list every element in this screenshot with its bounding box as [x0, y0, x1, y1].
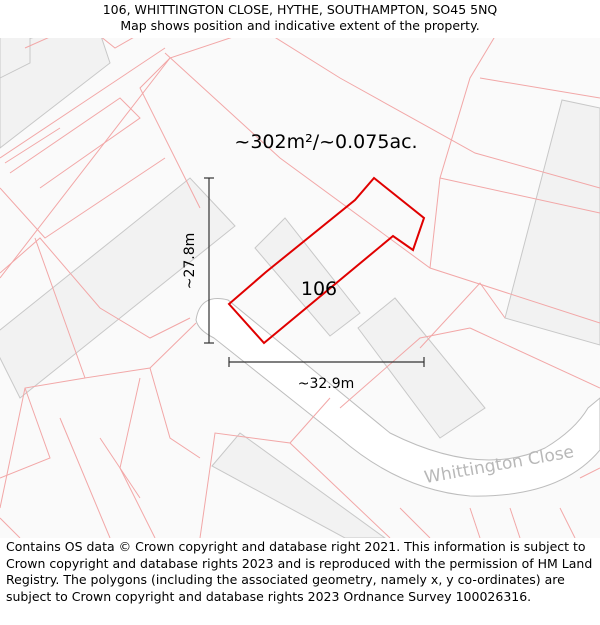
map-subtitle: Map shows position and indicative extent…: [120, 18, 480, 33]
height-label: ~27.8m: [182, 233, 198, 290]
building: [254, 217, 361, 337]
copyright-notice: Contains OS data © Crown copyright and d…: [6, 539, 593, 604]
width-measure: [228, 357, 425, 367]
property-boundary[interactable]: [227, 176, 426, 345]
map-header: 106, WHITTINGTON CLOSE, HYTHE, SOUTHAMPT…: [0, 0, 600, 38]
building: [0, 177, 236, 399]
area-label: ~302m²/~0.075ac.: [234, 131, 417, 153]
map-view[interactable]: ~302m²/~0.075ac. 106 ~27.8m ~32.9m Whitt…: [0, 17, 600, 539]
property-address: 106, WHITTINGTON CLOSE, HYTHE, SOUTHAMPT…: [102, 2, 498, 17]
house-number-label: 106: [301, 278, 337, 300]
building: [357, 297, 486, 439]
map-canvas: ~302m²/~0.075ac. 106 ~27.8m ~32.9m Whitt…: [0, 17, 600, 539]
buildings: [0, 17, 600, 539]
width-label: ~32.9m: [298, 376, 355, 392]
plot-lines: [0, 27, 600, 539]
building: [504, 99, 600, 346]
height-measure: [204, 177, 214, 344]
road: [195, 298, 600, 497]
